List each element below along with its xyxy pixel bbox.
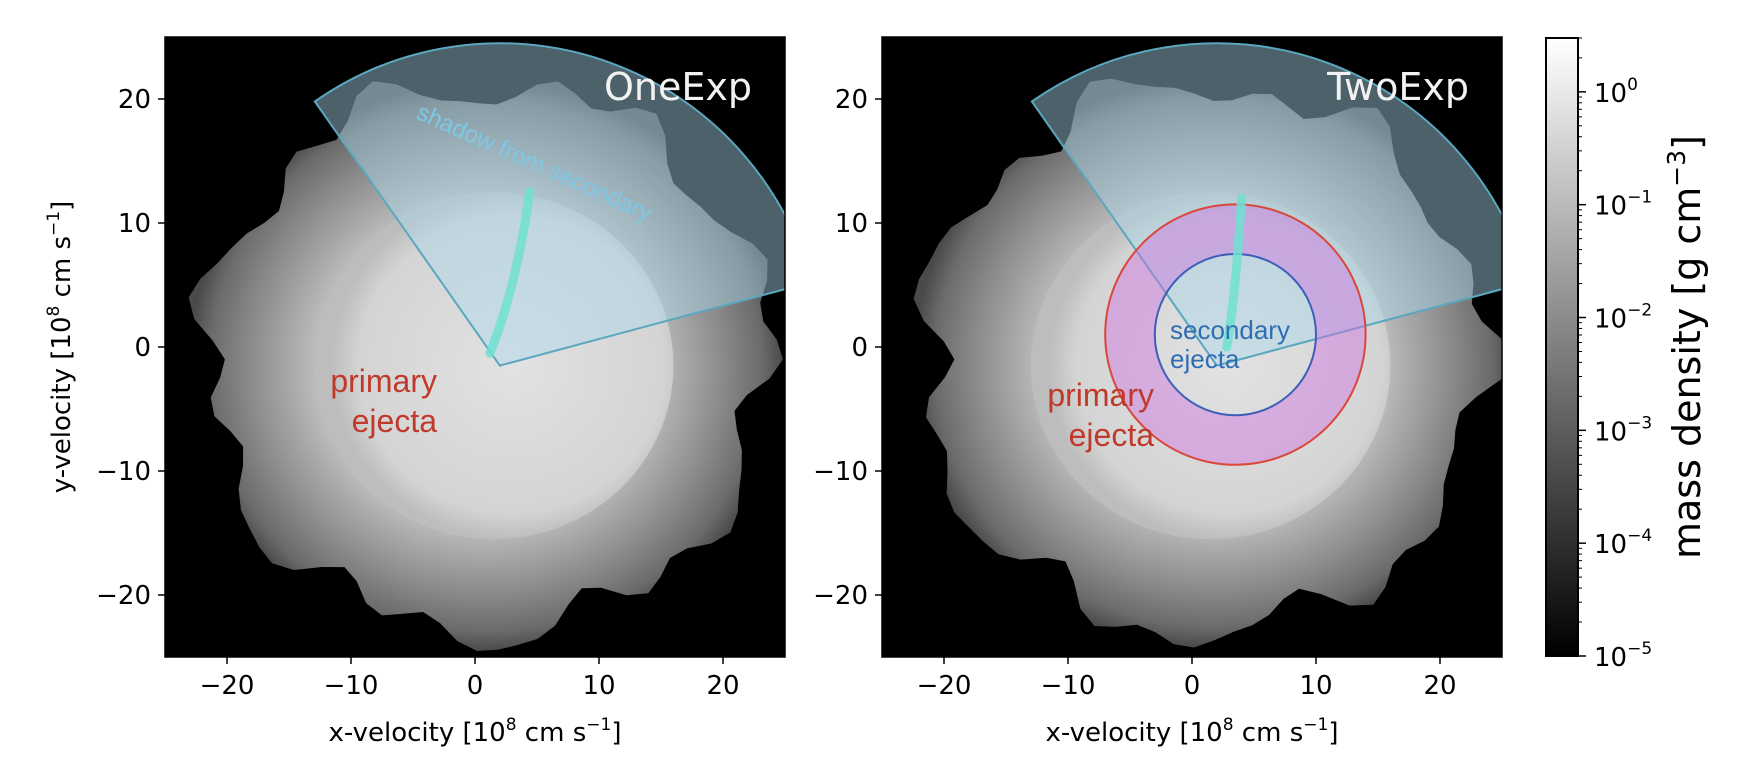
x-tick-label: 10: [1299, 671, 1332, 701]
secondary-ejecta-label-line1: secondary: [1170, 315, 1290, 345]
primary-ejecta-label-line1: primary: [1047, 377, 1154, 413]
y-tick-label: −10: [813, 457, 868, 487]
colorbar: 100 10−1 10−2 10−3 10−4 10−5 mass density [g …: [1545, 37, 1709, 673]
x-tick-label: −20: [200, 671, 255, 701]
y-tick-label: 10: [835, 209, 868, 239]
primary-ejecta-label-line2: ejecta: [1069, 417, 1155, 453]
x-tick-label: 10: [582, 671, 615, 701]
y-tick-label: −20: [813, 581, 868, 611]
colorbar-tick-label: 10−3: [1594, 413, 1652, 447]
x-ticks: −20 −10 0 10 20: [200, 657, 740, 701]
y-tick-label: 10: [118, 209, 151, 239]
x-tick-label: 20: [1423, 671, 1456, 701]
x-tick-label: 0: [1184, 671, 1201, 701]
colorbar-tick-label: 100: [1594, 75, 1638, 109]
x-tick-label: 20: [706, 671, 739, 701]
x-ticks: −20 −10 0 10 20: [917, 657, 1457, 701]
panel-title: TwoExp: [1326, 65, 1469, 109]
colorbar-gradient: [1545, 37, 1579, 657]
secondary-ejecta-ring: [1105, 204, 1366, 465]
x-tick-label: −10: [324, 671, 379, 701]
colorbar-tick-label: 10−4: [1594, 526, 1652, 560]
secondary-ejecta-label-line2: ejecta: [1170, 344, 1240, 374]
y-tick-label: 0: [134, 333, 151, 363]
shadow-wedge: [313, 42, 785, 367]
primary-ejecta-core: [313, 192, 674, 540]
x-tick-label: −10: [1041, 671, 1096, 701]
y-tick-label: −10: [96, 457, 151, 487]
panel-twoexp: −20 −10 0 10 20 −20 −10 0 10 20 TwoExp primary e…: [813, 36, 1503, 748]
x-tick-label: −20: [917, 671, 972, 701]
colorbar-label: mass density [g cm−3]: [1662, 135, 1709, 559]
ring-outer-edge: [1104, 203, 1367, 466]
y-tick-label: 20: [118, 85, 151, 115]
y-tick-label: 0: [851, 333, 868, 363]
primary-ejecta-core: [1030, 192, 1391, 540]
colorbar-ticks: 100 10−1 10−2 10−3 10−4 10−5: [1578, 37, 1652, 673]
colorbar-tick-label: 10−2: [1594, 301, 1652, 335]
x-axis-label: x-velocity [108 cm s−1]: [1046, 715, 1339, 748]
x-axis-label: x-velocity [108 cm s−1]: [329, 715, 622, 748]
y-tick-label: 20: [835, 85, 868, 115]
shadow-wedge: [1030, 42, 1502, 367]
secondary-stream: [485, 187, 535, 358]
colorbar-tick-label: 10−5: [1594, 639, 1652, 673]
x-tick-label: 0: [467, 671, 484, 701]
colorbar-tick-label: 10−1: [1594, 188, 1652, 222]
y-ticks: −20 −10 0 10 20: [813, 85, 882, 611]
primary-ejecta-label-line1: primary: [330, 363, 437, 399]
secondary-stream: [1222, 193, 1247, 352]
y-axis-label: y-velocity [108 cm s−1]: [44, 201, 77, 493]
y-tick-label: −20: [96, 581, 151, 611]
panel-title: OneExp: [604, 65, 752, 109]
y-ticks: −20 −10 0 10 20: [96, 85, 165, 611]
primary-ejecta-label-line2: ejecta: [352, 403, 438, 439]
